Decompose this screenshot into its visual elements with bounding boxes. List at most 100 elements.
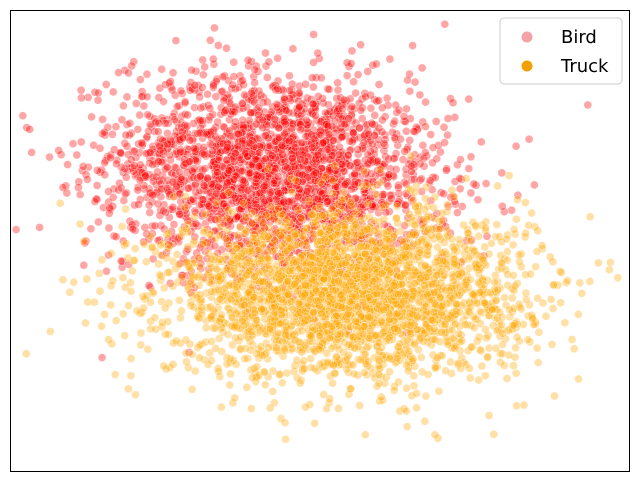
point-truck bbox=[346, 384, 355, 394]
point-bird bbox=[290, 143, 300, 152]
point-bird bbox=[168, 68, 178, 78]
point-bird bbox=[368, 119, 377, 129]
point-truck bbox=[489, 429, 499, 439]
point-truck bbox=[97, 321, 106, 331]
point-truck bbox=[573, 310, 583, 319]
point-bird bbox=[408, 41, 417, 50]
point-truck bbox=[222, 226, 232, 235]
point-bird bbox=[214, 41, 223, 50]
point-truck bbox=[413, 206, 423, 216]
point-truck bbox=[289, 317, 298, 327]
point-bird bbox=[137, 138, 146, 148]
point-truck bbox=[300, 364, 309, 373]
point-truck bbox=[461, 174, 471, 183]
point-bird bbox=[270, 115, 280, 124]
point-truck bbox=[330, 368, 340, 378]
point-bird bbox=[200, 164, 210, 173]
point-bird bbox=[95, 143, 105, 153]
point-bird bbox=[182, 121, 192, 131]
point-bird bbox=[415, 90, 425, 100]
point-bird bbox=[27, 148, 36, 157]
point-truck bbox=[421, 182, 431, 192]
point-bird bbox=[383, 181, 393, 191]
point-truck bbox=[121, 204, 130, 214]
point-bird bbox=[189, 143, 199, 153]
point-truck bbox=[328, 378, 337, 388]
point-bird bbox=[250, 78, 259, 87]
point-truck bbox=[484, 411, 494, 420]
point-truck bbox=[268, 387, 278, 396]
point-bird bbox=[148, 190, 157, 200]
point-bird bbox=[196, 116, 205, 125]
point-bird bbox=[307, 143, 317, 152]
point-bird bbox=[384, 170, 394, 179]
point-bird bbox=[497, 201, 507, 211]
point-bird bbox=[323, 121, 333, 131]
point-bird bbox=[145, 208, 154, 217]
point-bird bbox=[453, 208, 462, 217]
point-bird bbox=[309, 58, 318, 67]
point-bird bbox=[177, 89, 187, 98]
point-bird bbox=[391, 149, 401, 158]
point-truck bbox=[226, 369, 235, 379]
point-bird bbox=[77, 93, 86, 103]
point-truck bbox=[406, 151, 416, 161]
series-bird bbox=[11, 19, 593, 362]
point-bird bbox=[176, 147, 185, 157]
point-bird bbox=[440, 19, 450, 29]
point-bird bbox=[319, 98, 328, 108]
point-truck bbox=[155, 270, 164, 280]
point-truck bbox=[521, 198, 530, 207]
point-bird bbox=[469, 179, 479, 189]
point-bird bbox=[134, 200, 143, 209]
point-bird bbox=[333, 85, 343, 95]
point-truck bbox=[131, 390, 140, 400]
point-bird bbox=[83, 93, 93, 102]
point-bird bbox=[208, 146, 217, 155]
point-bird bbox=[420, 148, 430, 157]
point-truck bbox=[194, 253, 204, 263]
point-truck bbox=[143, 344, 153, 354]
point-truck bbox=[329, 216, 339, 225]
point-bird bbox=[356, 106, 366, 115]
point-bird bbox=[285, 86, 294, 95]
point-bird bbox=[210, 23, 219, 33]
point-bird bbox=[466, 152, 476, 162]
point-bird bbox=[196, 103, 206, 113]
point-bird bbox=[244, 138, 254, 148]
point-truck bbox=[198, 239, 208, 249]
point-bird bbox=[389, 119, 398, 129]
point-bird bbox=[296, 155, 305, 164]
point-truck bbox=[210, 324, 220, 333]
point-bird bbox=[199, 181, 209, 190]
point-truck bbox=[132, 306, 142, 316]
point-bird bbox=[187, 65, 196, 75]
point-bird bbox=[97, 353, 107, 362]
point-truck bbox=[392, 213, 401, 223]
point-truck bbox=[521, 288, 531, 298]
point-truck bbox=[527, 208, 536, 218]
point-bird bbox=[277, 141, 287, 150]
point-truck bbox=[240, 354, 250, 364]
point-truck bbox=[236, 332, 245, 342]
point-bird bbox=[189, 164, 199, 173]
point-bird bbox=[214, 182, 223, 191]
point-bird bbox=[366, 156, 376, 165]
point-bird bbox=[352, 158, 362, 167]
point-bird bbox=[359, 138, 369, 147]
point-truck bbox=[97, 255, 107, 265]
point-bird bbox=[151, 172, 161, 182]
point-bird bbox=[379, 139, 389, 148]
point-truck bbox=[75, 219, 85, 229]
point-bird bbox=[25, 125, 35, 134]
point-bird bbox=[356, 40, 365, 50]
point-bird bbox=[313, 92, 323, 101]
point-bird bbox=[417, 63, 427, 73]
point-bird bbox=[127, 61, 136, 71]
point-truck bbox=[491, 296, 501, 306]
point-truck bbox=[222, 359, 232, 369]
point-bird bbox=[353, 145, 363, 154]
point-bird bbox=[457, 202, 467, 211]
point-bird bbox=[200, 62, 209, 72]
point-bird bbox=[136, 75, 145, 84]
